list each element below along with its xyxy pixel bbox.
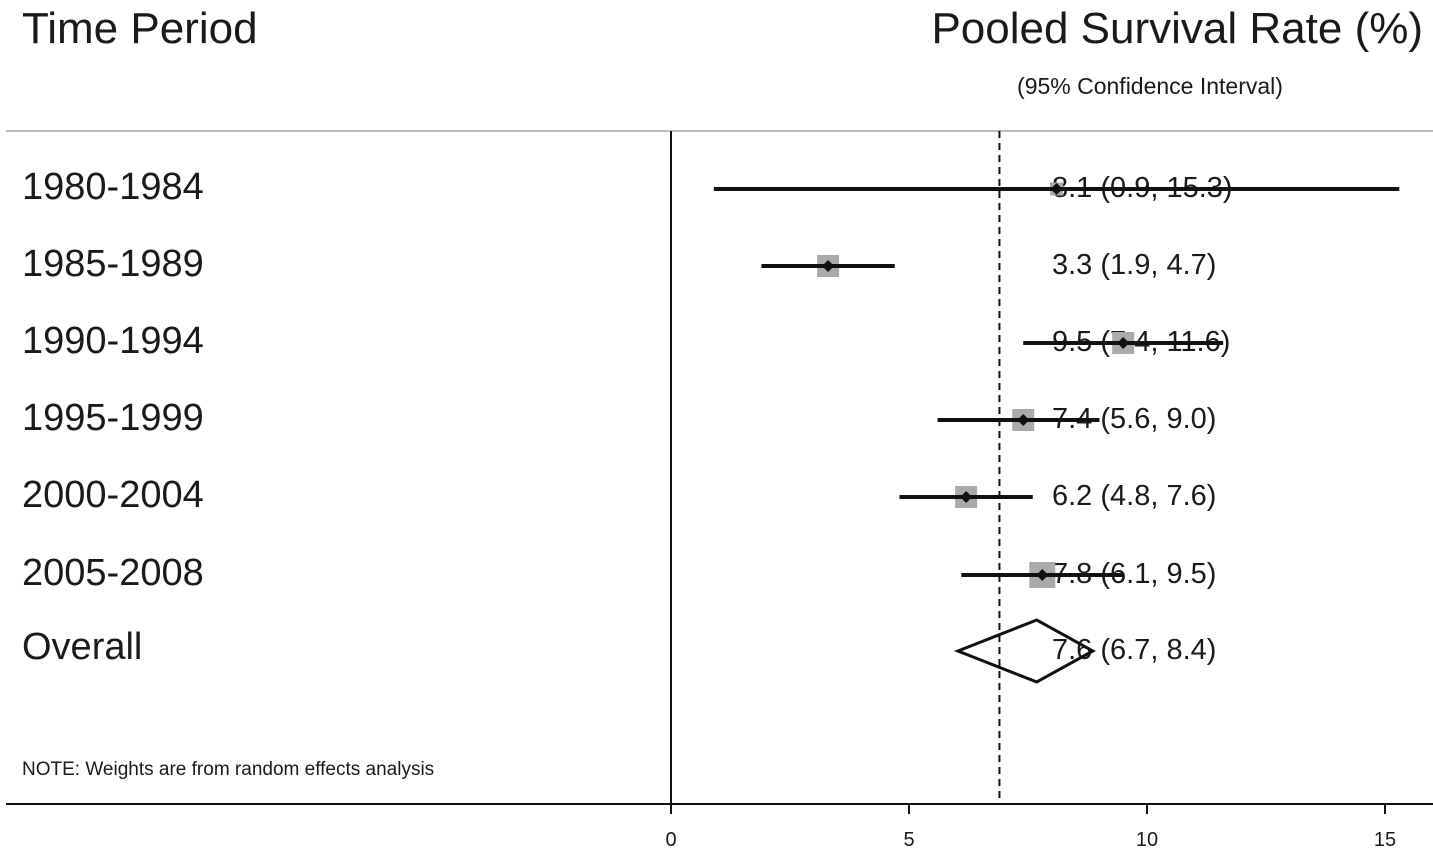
x-tick-label: 15 (1374, 829, 1396, 849)
time-period-header: Time Period (22, 4, 258, 53)
confidence-interval-subheader: (95% Confidence Interval) (1017, 73, 1283, 99)
pooled-survival-rate-header: Pooled Survival Rate (%) (931, 4, 1423, 53)
x-tick-label: 0 (665, 829, 676, 849)
point-estimate-marker (1117, 337, 1130, 349)
point-estimate-marker (1017, 414, 1030, 426)
row-label: 2005-2008 (22, 552, 204, 594)
x-tick-label: 5 (903, 829, 914, 849)
point-estimate-marker (960, 491, 973, 503)
row-estimate-text: 3.3 (1.9, 4.7) (1052, 249, 1217, 281)
x-tick-label: 10 (1136, 829, 1158, 849)
row-label: 1995-1999 (22, 397, 204, 439)
row-estimate-text: 6.2 (4.8, 7.6) (1052, 480, 1217, 512)
row-label: 2000-2004 (22, 474, 204, 516)
point-estimate-marker (1036, 569, 1049, 581)
point-estimate-marker (822, 260, 835, 272)
row-label: 1990-1994 (22, 320, 204, 362)
weights-note: NOTE: Weights are from random effects an… (22, 759, 435, 780)
row-label: 1980-1984 (22, 166, 204, 208)
point-estimate-marker (1050, 183, 1063, 195)
row-label: 1985-1989 (22, 243, 204, 285)
overall-label: Overall (22, 626, 143, 668)
overall-diamond (953, 618, 1096, 684)
overall-estimate-text: 7.6 (6.7, 8.4) (1052, 634, 1217, 666)
